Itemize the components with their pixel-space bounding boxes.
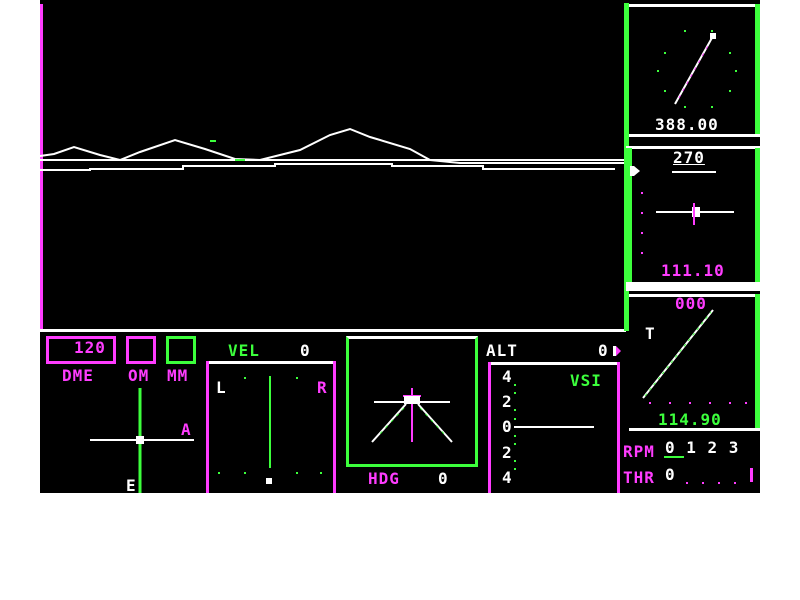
vsi-scale-4-down: 4 [502,468,513,487]
vsi-scale-2-down: 2 [502,443,513,462]
vsi-scale-2-up: 2 [502,392,513,411]
heading-label: HDG [368,469,400,488]
adf-bottom-border [629,428,760,431]
altitude-marker [613,346,621,356]
vsi-label: VSI [570,371,602,390]
adf-t-marker: T [645,324,656,343]
terrain-mountains [39,127,626,171]
dme-box [46,336,116,364]
mm-box [166,336,196,364]
nav-frequency: 111.10 [661,261,725,280]
turn-right-label: R [317,378,328,397]
clock-bottom-border [629,134,760,137]
adf-gauge: 000 T 114.90 [629,290,760,432]
vsi-scale-4-up: 4 [502,367,513,386]
altitude-value: 0 [598,341,609,360]
nav-gauge: 270 111.10 [626,140,760,291]
adf-top-value: 000 [675,294,707,313]
vsi-top [488,362,620,365]
slip-ball [266,478,272,484]
attitude-panel: HDG 0 [336,332,486,493]
rpm-label: RPM [623,442,655,461]
radio-panel: 120 DME OM MM E A [40,332,206,495]
vsi-right [617,362,620,493]
nav-indicator [630,166,734,254]
rpm-scale: 0 1 2 3 [665,438,740,457]
turn-indicator-right [333,361,336,493]
window-left-border [40,4,43,330]
clock-top-border [629,4,760,7]
om-label: OM [128,366,150,385]
thr-label: THR [623,468,655,487]
nav-course-value: 270 [673,148,705,167]
flight-sim-screen: 388.00 270 111.10 000 T [39,0,760,495]
turn-indicator-top [206,361,336,364]
nav-right-border [755,148,760,282]
ils-a-marker: A [181,420,192,439]
altitude-label: ALT [486,341,518,360]
dme-label: DME [62,366,94,385]
ils-crosshair [90,388,194,493]
clock-right-border [755,4,760,136]
heading-value: 0 [438,469,449,488]
thr-ticks [686,468,753,484]
ils-e-marker: E [126,476,137,495]
clock-hand [674,35,714,105]
nav-top-border [626,146,760,149]
turn-indicator-left [206,361,209,493]
window-bottom-border [40,329,626,332]
vsi-left [488,362,491,493]
adf-frequency: 114.90 [658,410,722,429]
cockpit-window [39,0,626,332]
clock-readout: 388.00 [655,115,719,134]
dme-value: 120 [74,338,106,357]
engine-panel: RPM 0 1 2 3 THR 0 [620,432,760,493]
velocity-panel: VEL 0 L R [206,332,336,493]
velocity-label: VEL [228,341,260,360]
vsi-scale-0: 0 [502,417,513,436]
nav-left-border [626,148,632,282]
mm-label: MM [167,366,189,385]
turn-left-label: L [216,378,227,397]
vsi-indicator [514,384,594,470]
attitude-indicator [371,388,453,443]
attitude-frame [346,336,478,467]
thr-marker [750,468,753,482]
adf-top-border [629,294,760,297]
thr-scale: 0 [665,465,676,484]
adf-needle [642,309,747,404]
adf-right-border [755,294,760,428]
altitude-panel: ALT 0 VSI 4 2 0 2 4 [486,332,621,493]
turn-indicator [218,376,322,484]
clock-dial [657,30,737,108]
om-box [126,336,156,364]
velocity-value: 0 [300,341,311,360]
nav-bottom-border [626,282,760,291]
nav-flag-arrow [634,166,640,176]
rpm-scale-underline [664,456,684,458]
clock-gauge: 388.00 [629,0,760,140]
